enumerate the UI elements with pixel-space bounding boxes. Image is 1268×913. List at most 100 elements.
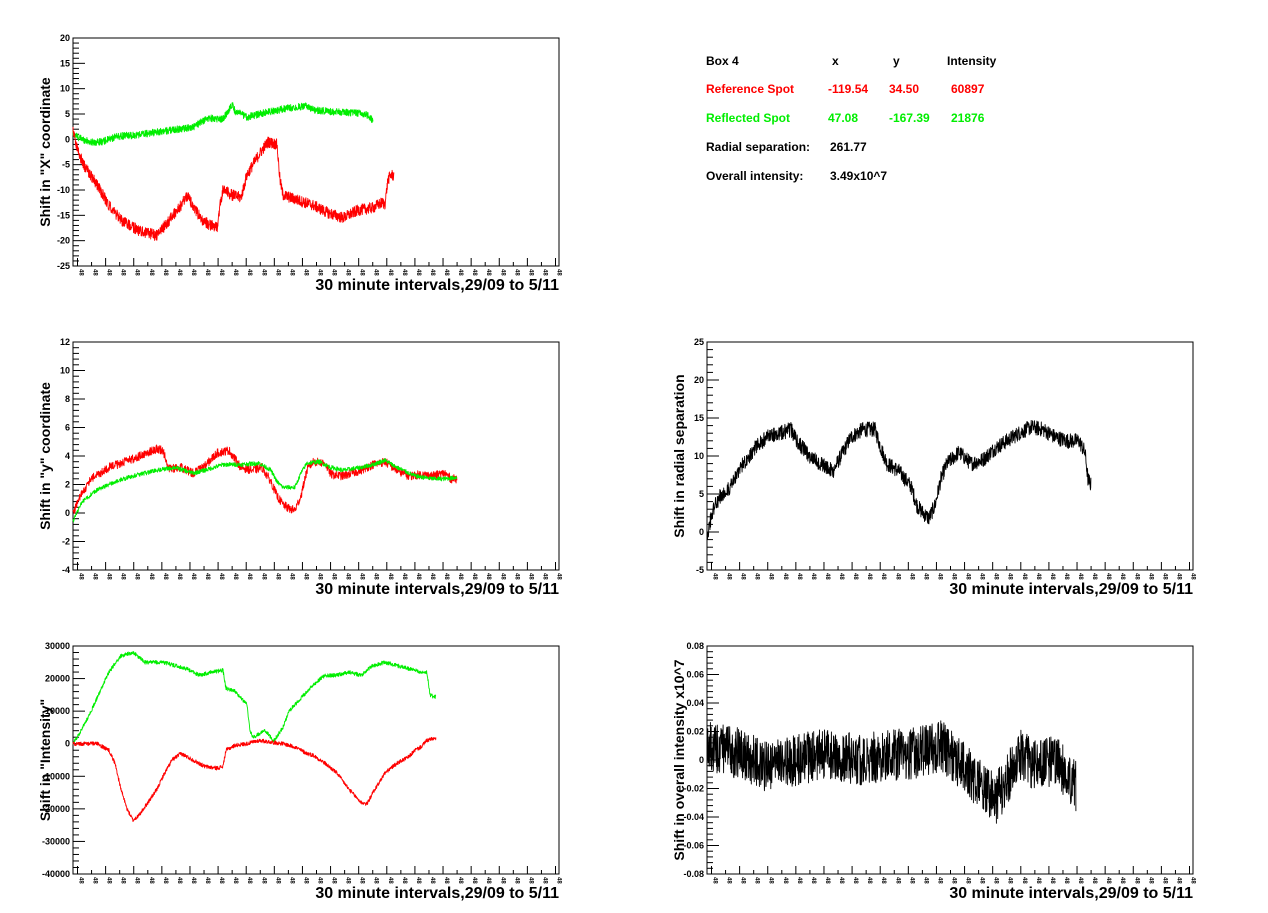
x-tick-label: 48 [471, 877, 477, 884]
x-tick-label: 48 [176, 269, 182, 276]
x-tick-label: 48 [274, 573, 280, 580]
x-axis-title: 30 minute intervals,29/09 to 5/11 [949, 885, 1193, 902]
x-tick-label: 48 [443, 877, 449, 884]
y-tick-label: 4 [65, 451, 70, 461]
x-tick-label: 48 [513, 573, 519, 580]
x-tick-label: 48 [401, 573, 407, 580]
x-tick-label: 48 [120, 573, 126, 580]
y-tick-label: 10 [60, 366, 70, 376]
reference-spot-label: Reference Spot [706, 82, 795, 96]
reference-spot-y: 34.50 [889, 82, 920, 96]
x-tick-label: 48 [922, 573, 928, 580]
x-tick-label: 48 [457, 877, 463, 884]
x-tick-label: 48 [1007, 877, 1013, 884]
x-tick-label: 48 [288, 877, 294, 884]
info-header-x: x [832, 54, 839, 68]
x-tick-label: 48 [1035, 877, 1041, 884]
x-tick-label: 48 [768, 573, 774, 580]
x-tick-label: 48 [443, 573, 449, 580]
reference-spot-intensity: 60897 [951, 82, 985, 96]
y-tick-label: 6 [65, 423, 70, 433]
overall-intensity-label: Overall intensity: [706, 169, 804, 183]
x-tick-label: 48 [401, 269, 407, 276]
x-tick-label: 48 [415, 269, 421, 276]
x-tick-label: 48 [387, 269, 393, 276]
x-tick-label: 48 [866, 877, 872, 884]
y-tick-label: -40000 [42, 869, 70, 879]
x-tick-label: 48 [331, 573, 337, 580]
x-tick-label: 48 [162, 877, 168, 884]
y-tick-label: 20000 [45, 674, 70, 684]
y-tick-label: 12 [60, 337, 70, 347]
y-tick-label: 10 [60, 84, 70, 94]
x-tick-label: 48 [162, 573, 168, 580]
y-tick-label: 0 [65, 739, 70, 749]
x-tick-label: 48 [993, 573, 999, 580]
x-tick-label: 48 [796, 573, 802, 580]
x-tick-label: 48 [908, 573, 914, 580]
info-header-intensity: Intensity [947, 54, 997, 68]
x-tick-label: 48 [106, 269, 112, 276]
x-tick-label: 48 [429, 269, 435, 276]
x-tick-label: 48 [302, 269, 308, 276]
x-tick-label: 48 [345, 269, 351, 276]
x-tick-label: 48 [726, 877, 732, 884]
x-tick-label: 48 [246, 269, 252, 276]
x-tick-label: 48 [740, 877, 746, 884]
x-tick-label: 48 [894, 877, 900, 884]
x-tick-label: 48 [1077, 573, 1083, 580]
x-tick-label: 48 [260, 877, 266, 884]
y-axis-title: Shift in "Intensity" [37, 699, 53, 821]
x-tick-label: 48 [1035, 573, 1041, 580]
x-tick-label: 48 [712, 573, 718, 580]
x-tick-label: 48 [1147, 573, 1153, 580]
x-tick-label: 48 [387, 877, 393, 884]
x-tick-label: 48 [527, 877, 533, 884]
x-tick-label: 48 [471, 573, 477, 580]
x-tick-label: 48 [148, 573, 154, 580]
y-tick-label: -15 [57, 210, 70, 220]
x-tick-label: 48 [1105, 877, 1111, 884]
x-tick-label: 48 [1161, 877, 1167, 884]
y-tick-label: 0.04 [686, 698, 704, 708]
x-tick-label: 48 [415, 877, 421, 884]
x-tick-label: 48 [556, 877, 562, 884]
x-tick-label: 48 [1119, 573, 1125, 580]
reflected-spot-x: 47.08 [828, 111, 859, 125]
y-tick-label: 15 [60, 58, 70, 68]
y-tick-label: 15 [694, 413, 704, 423]
x-tick-label: 48 [838, 877, 844, 884]
x-tick-label: 48 [810, 573, 816, 580]
x-tick-label: 48 [359, 573, 365, 580]
x-tick-label: 48 [120, 877, 126, 884]
x-tick-label: 48 [78, 877, 84, 884]
y-tick-label: -30000 [42, 836, 70, 846]
y-tick-label: -10 [57, 185, 70, 195]
x-tick-label: 48 [726, 573, 732, 580]
x-tick-label: 48 [1147, 877, 1153, 884]
y-tick-label: -20000 [42, 804, 70, 814]
x-axis-title: 30 minute intervals,29/09 to 5/11 [315, 885, 559, 902]
x-tick-label: 48 [556, 573, 562, 580]
x-tick-label: 48 [541, 877, 547, 884]
x-tick-label: 48 [92, 877, 98, 884]
x-tick-label: 48 [485, 877, 491, 884]
x-tick-label: 48 [824, 573, 830, 580]
x-tick-label: 48 [190, 269, 196, 276]
x-tick-label: 48 [317, 573, 323, 580]
y-tick-label: 10000 [45, 706, 70, 716]
x-tick-label: 48 [274, 877, 280, 884]
x-tick-label: 48 [345, 877, 351, 884]
x-axis-title: 30 minute intervals,29/09 to 5/11 [315, 581, 559, 598]
x-tick-label: 48 [162, 269, 168, 276]
x-tick-label: 48 [1133, 877, 1139, 884]
x-tick-label: 48 [218, 877, 224, 884]
x-tick-label: 48 [232, 269, 238, 276]
x-tick-label: 48 [754, 573, 760, 580]
x-tick-label: 48 [1049, 877, 1055, 884]
y-tick-label: -2 [62, 537, 70, 547]
y-tick-label: 5 [65, 109, 70, 119]
x-tick-label: 48 [134, 573, 140, 580]
x-tick-label: 48 [1091, 573, 1097, 580]
y-tick-label: 20 [60, 33, 70, 43]
